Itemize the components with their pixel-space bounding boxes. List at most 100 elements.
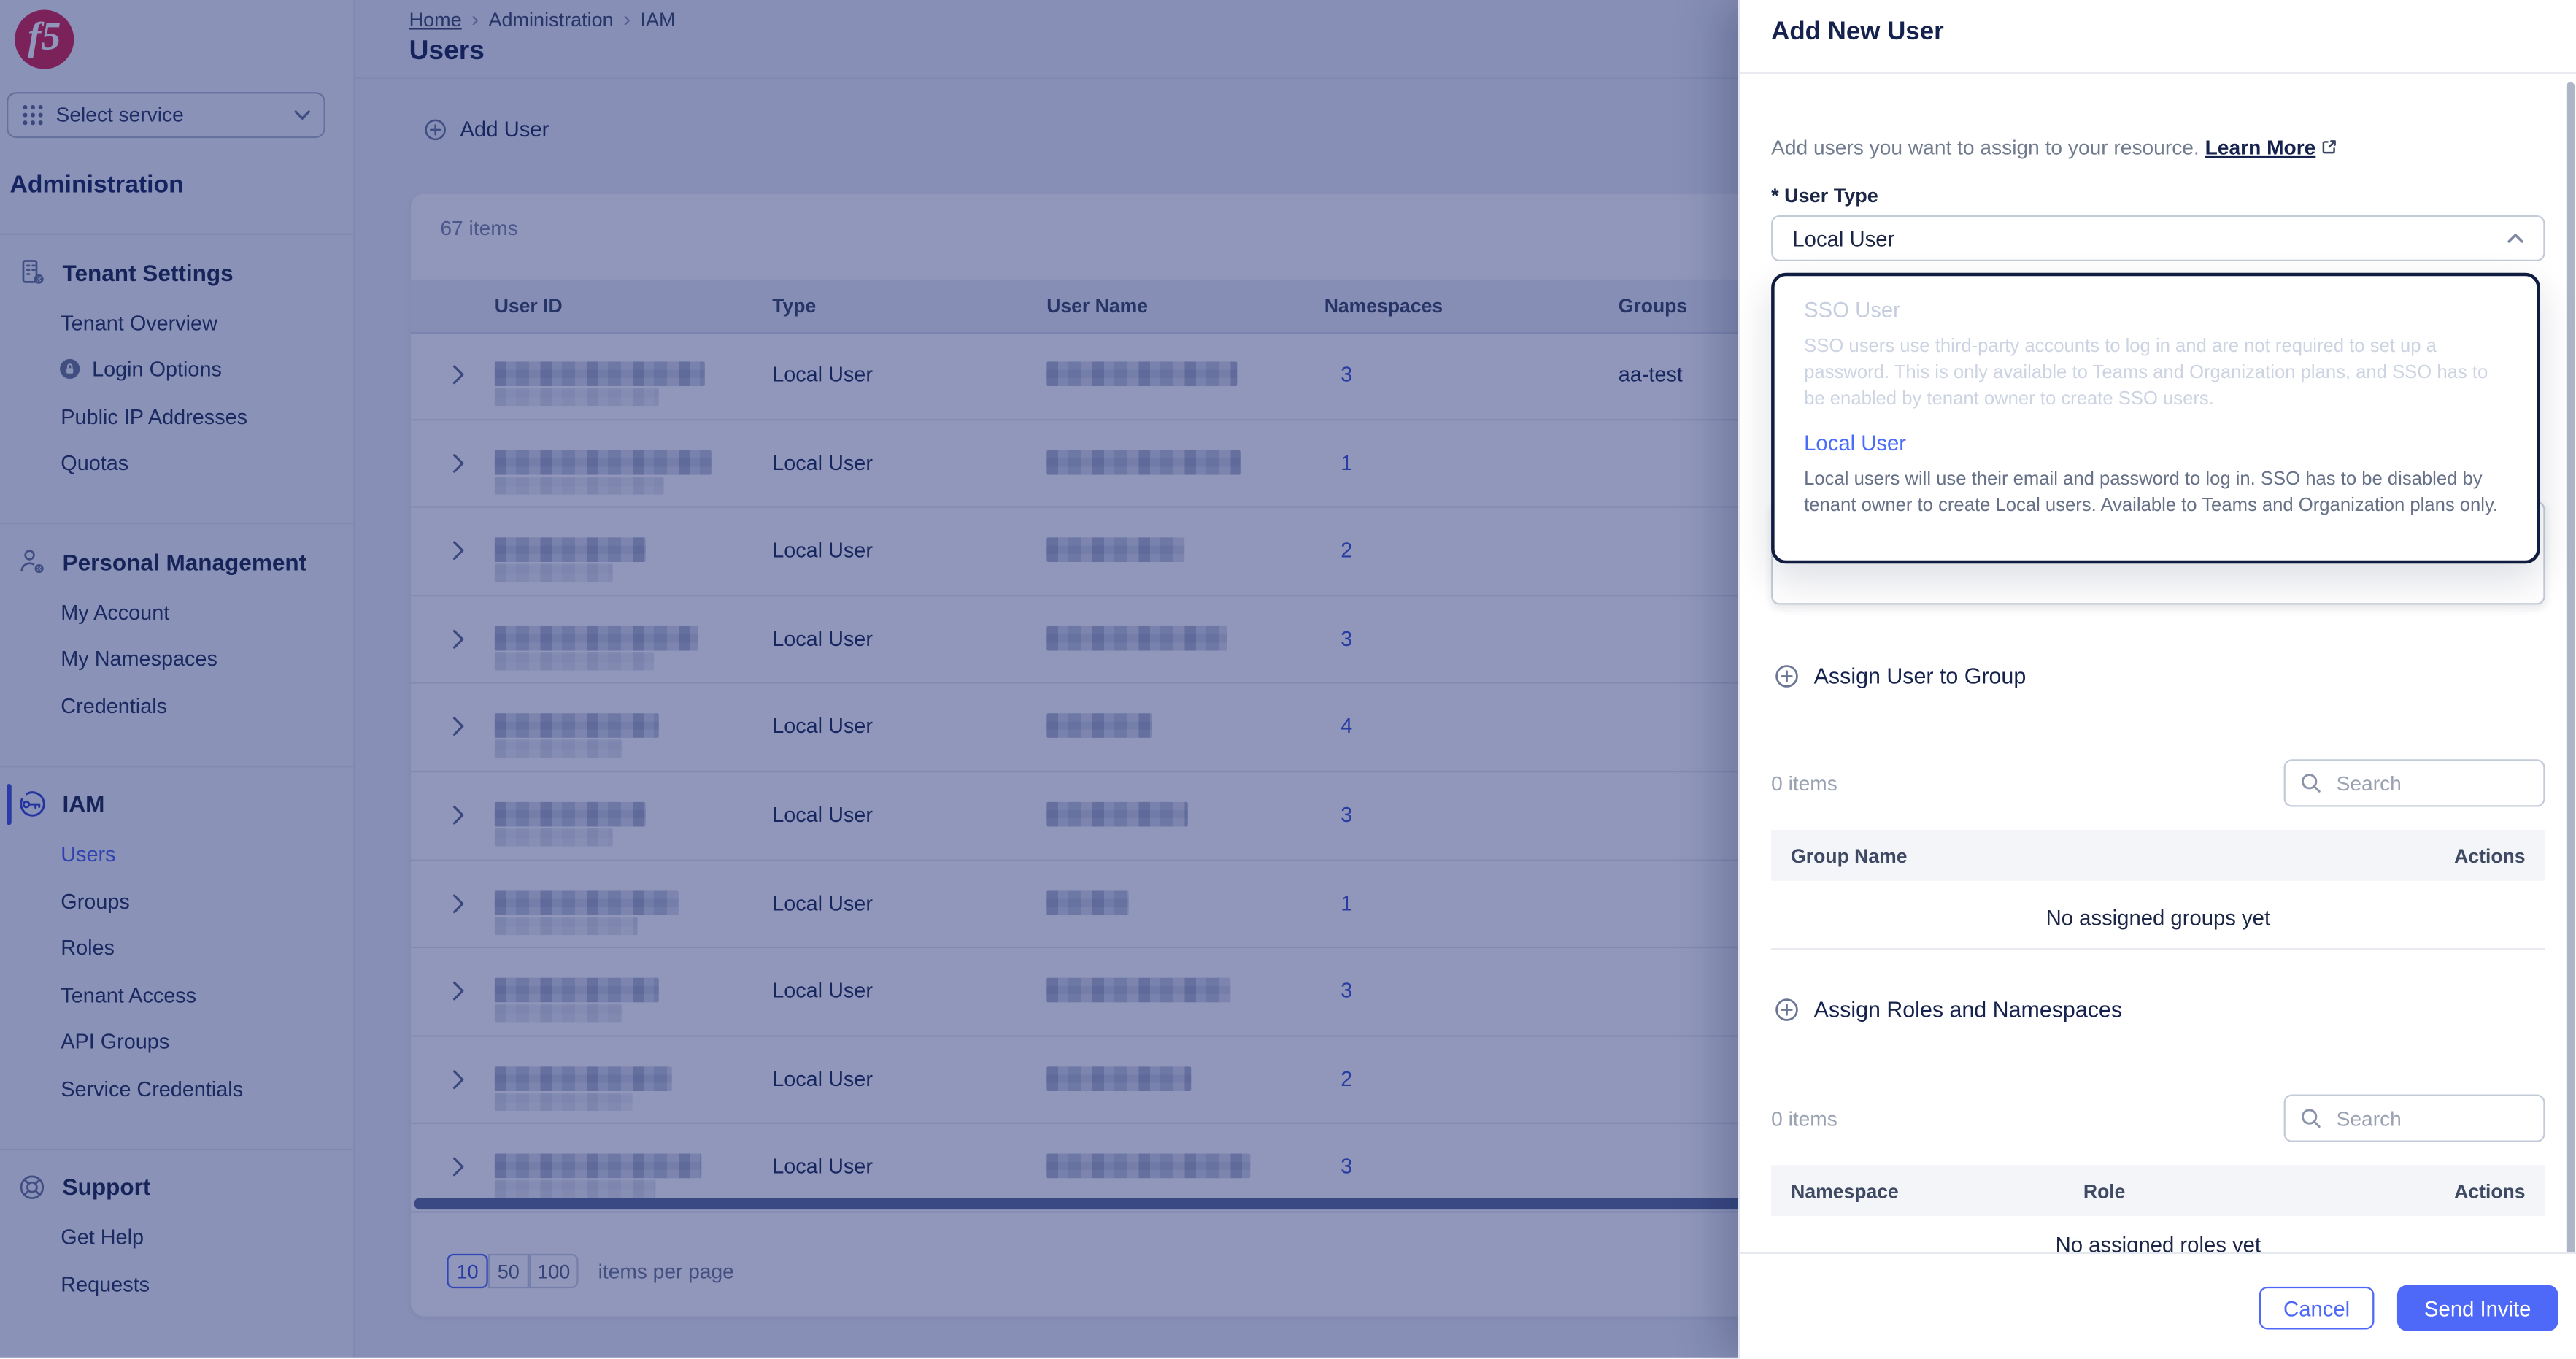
chevron-up-icon [2507, 233, 2524, 244]
items-count: 67 items [440, 217, 518, 240]
sidebar-group-header[interactable]: Tenant Settings [0, 251, 353, 299]
breadcrumb-home[interactable]: Home [409, 7, 462, 31]
learn-more-link[interactable]: Learn More [2205, 135, 2316, 159]
sidebar-item-api-groups[interactable]: API Groups [0, 1018, 353, 1065]
add-user-button[interactable]: Add User [424, 117, 549, 142]
user-id-redacted-echo [494, 1092, 633, 1111]
user-id-redacted [494, 713, 659, 739]
user-type-cell: Local User [772, 713, 873, 739]
user-id-redacted [494, 890, 679, 915]
sidebar-item-login-options[interactable]: Login Options [0, 346, 353, 393]
user-type-select[interactable]: Local User [1771, 215, 2545, 261]
sidebar-item-users[interactable]: Users [0, 831, 353, 877]
table-horizontal-scrollbar[interactable] [414, 1198, 1768, 1210]
select-service-dropdown[interactable]: Select service [7, 92, 325, 139]
row-expand-chevron-icon[interactable] [452, 1069, 465, 1089]
namespaces-count-link[interactable]: 1 [1341, 449, 1353, 474]
user-id-redacted-echo [494, 828, 613, 847]
row-expand-chevron-icon[interactable] [452, 1158, 465, 1177]
roles-search-field[interactable] [2333, 1105, 2529, 1132]
column-group-name: Group Name [1791, 844, 1908, 867]
sidebar-item-quotas[interactable]: Quotas [0, 439, 353, 486]
row-expand-chevron-icon[interactable] [452, 805, 465, 825]
groups-search-field[interactable] [2333, 769, 2529, 796]
modal-overlay[interactable] [0, 0, 1739, 1358]
namespaces-count-link[interactable]: 3 [1341, 361, 1353, 387]
namespaces-count-link[interactable]: 3 [1341, 977, 1353, 1003]
option-description: Local users will use their email and pas… [1804, 469, 2499, 516]
sidebar-item-my-namespaces[interactable]: My Namespaces [0, 635, 353, 682]
user-type-cell: Local User [772, 625, 873, 651]
column-namespace: Namespace [1791, 1179, 1899, 1202]
row-expand-chevron-icon[interactable] [452, 629, 465, 649]
panel-divider [1740, 72, 2576, 74]
dropdown-option-local-user[interactable]: Local User Local users will use their em… [1804, 431, 2501, 520]
table-row: Local User 1 [410, 420, 1772, 509]
user-name-redacted [1046, 890, 1129, 915]
column-user-id: User ID [494, 294, 563, 317]
cancel-button[interactable]: Cancel [2259, 1286, 2375, 1330]
groups-search-input[interactable] [2283, 759, 2545, 807]
sidebar-group-header[interactable]: Support [0, 1166, 353, 1213]
sidebar-item-my-account[interactable]: My Account [0, 588, 353, 635]
groups-items-count: 0 items [1771, 772, 1837, 796]
table-row: Local User 4 [410, 684, 1772, 773]
sidebar-item-tenant-access[interactable]: Tenant Access [0, 971, 353, 1018]
user-type-cell: Local User [772, 1154, 873, 1179]
row-expand-chevron-icon[interactable] [452, 365, 465, 385]
add-user-label: Add User [460, 116, 549, 142]
panel-intro-text: Add users you want to assign to your res… [1771, 135, 2199, 159]
table-row: Local User 3 [410, 596, 1772, 685]
sidebar-group-iam: IAM Users Groups Roles Tenant Access API Grou… [0, 765, 354, 1128]
row-expand-chevron-icon[interactable] [452, 981, 465, 1001]
namespaces-count-link[interactable]: 1 [1341, 890, 1353, 915]
user-id-redacted-echo [494, 388, 659, 407]
page-size-option-50[interactable]: 50 [487, 1253, 529, 1289]
user-id-redacted [494, 625, 698, 651]
panel-footer: Cancel Send Invite [1740, 1252, 2576, 1359]
sidebar-group-tenant-settings: Tenant Settings Tenant Overview Login Opti… [0, 233, 354, 503]
sidebar-item-requests[interactable]: Requests [0, 1260, 353, 1307]
apps-grid-icon [21, 104, 45, 127]
sidebar-item-roles[interactable]: Roles [0, 924, 353, 971]
row-expand-chevron-icon[interactable] [452, 717, 465, 736]
page-size-option-10[interactable]: 10 [447, 1253, 488, 1289]
sidebar-item-service-credentials[interactable]: Service Credentials [0, 1065, 353, 1112]
row-expand-chevron-icon[interactable] [452, 453, 465, 472]
main-content: Home › Administration › IAM Users Add User 6… [355, 0, 2576, 1358]
page-size-option-100[interactable]: 100 [528, 1253, 579, 1289]
roles-search-input[interactable] [2283, 1094, 2545, 1142]
sidebar-item-credentials[interactable]: Credentials [0, 682, 353, 728]
row-expand-chevron-icon[interactable] [452, 541, 465, 561]
sidebar-group-header[interactable]: Personal Management [0, 541, 353, 588]
namespaces-count-link[interactable]: 3 [1341, 625, 1353, 651]
sidebar-item-label: Tenant Overview [61, 309, 217, 335]
option-name[interactable]: Local User [1804, 430, 1907, 455]
sidebar-item-label: Roles [61, 935, 115, 960]
groups-cell: aa-test [1618, 361, 1683, 387]
sidebar-item-label: Quotas [61, 450, 129, 476]
sidebar-item-groups[interactable]: Groups [0, 877, 353, 924]
namespaces-count-link[interactable]: 3 [1341, 801, 1353, 827]
namespaces-count-link[interactable]: 4 [1341, 713, 1353, 739]
user-id-redacted [494, 537, 646, 563]
panel-scrollbar[interactable] [2566, 82, 2575, 1269]
sidebar-item-label: My Account [61, 599, 170, 625]
user-type-cell: Local User [772, 977, 873, 1003]
table-row: Local User 3 [410, 772, 1772, 861]
sidebar-item-tenant-overview[interactable]: Tenant Overview [0, 299, 353, 346]
sidebar-item-public-ip-addresses[interactable]: Public IP Addresses [0, 393, 353, 439]
row-expand-chevron-icon[interactable] [452, 893, 465, 913]
assign-roles-namespaces-button[interactable]: Assign Roles and Namespaces [1775, 998, 2122, 1022]
namespaces-count-link[interactable]: 3 [1341, 1154, 1353, 1179]
table-row: Local User 3 aa-test [410, 332, 1772, 420]
plus-circle-icon [424, 118, 447, 141]
namespaces-count-link[interactable]: 2 [1341, 1066, 1353, 1091]
send-invite-button[interactable]: Send Invite [2396, 1285, 2558, 1331]
table-row: Local User 2 [410, 508, 1772, 596]
user-id-redacted-echo [494, 476, 664, 494]
sidebar-group-header[interactable]: IAM [0, 782, 353, 831]
assign-user-to-group-button[interactable]: Assign User to Group [1775, 664, 2026, 688]
namespaces-count-link[interactable]: 2 [1341, 537, 1353, 563]
sidebar-item-get-help[interactable]: Get Help [0, 1214, 353, 1260]
